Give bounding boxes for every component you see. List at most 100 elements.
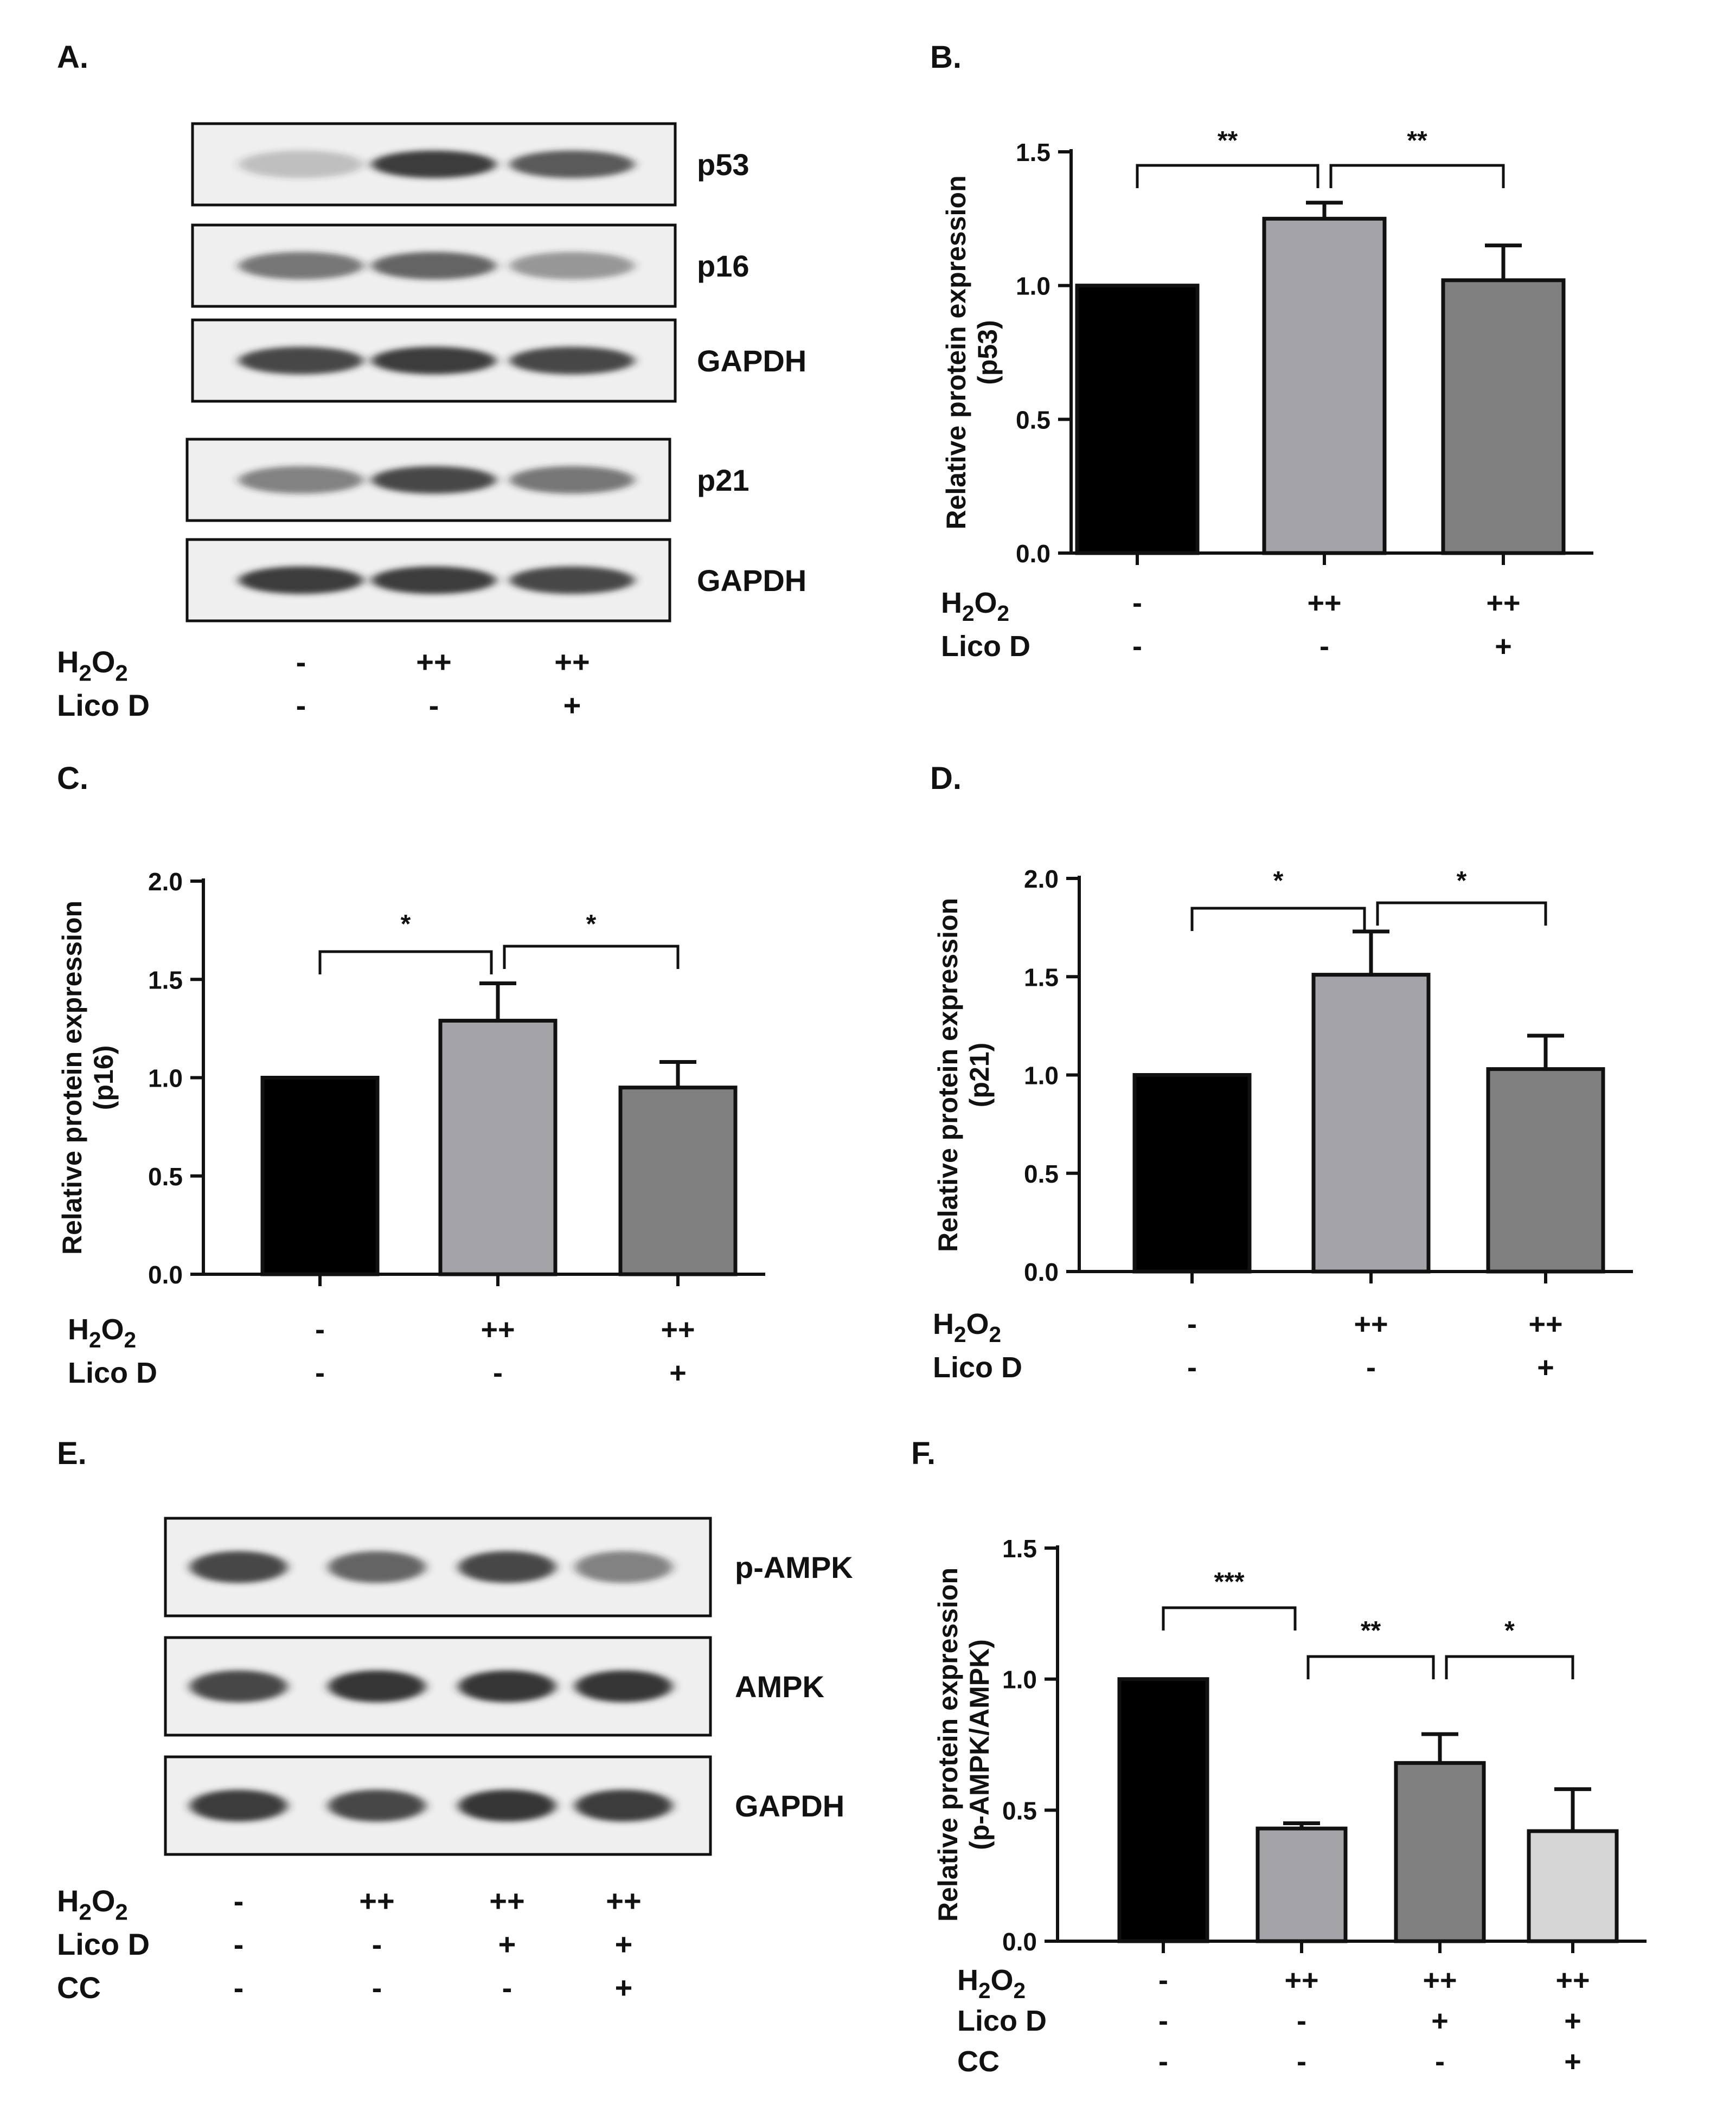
condition-sign: - — [1435, 2045, 1445, 2078]
h2o2-letter: H — [68, 1313, 89, 1346]
blot-label-gapdh: GAPDH — [697, 563, 806, 598]
condition-sign: ++ — [1354, 1308, 1388, 1340]
panel-label-E: E. — [57, 1436, 87, 1471]
bar-B-0 — [1075, 284, 1200, 555]
blot-band — [575, 1551, 672, 1583]
significance-bracket — [1376, 901, 1547, 926]
blot_E-cc-sign: - — [502, 1970, 513, 2005]
chart-C: 0.0 0.5 1.0 1.5 2.0 Relative protein expressi… — [57, 868, 765, 1389]
blot-band — [239, 150, 363, 178]
blot-band — [371, 466, 496, 494]
bar-F-3 — [1527, 1829, 1619, 1943]
significance-stars: *** — [1214, 1568, 1244, 1596]
blot-band — [575, 1670, 672, 1703]
y-axis-label-line1: Relative protein expression — [941, 175, 971, 529]
condition-sign: - — [1187, 1308, 1197, 1340]
condition-sign: ++ — [1486, 587, 1520, 619]
condition-sign: - — [1297, 2005, 1306, 2037]
condition-sign: + — [1431, 2005, 1449, 2037]
significance-bracket — [1445, 1655, 1574, 1679]
significance-bracket — [318, 950, 493, 974]
condition-sign: + — [1495, 630, 1512, 663]
error-bar-C-2 — [659, 1060, 696, 1088]
chart-C-h2o2-label: H2O2 — [68, 1313, 136, 1352]
y-tick-label: 0.5 — [148, 1163, 183, 1191]
blot_A-lico-sign: - — [296, 688, 306, 722]
y-tick-label: 2.0 — [148, 868, 183, 896]
y-axis-label-line1: Relative protein expression — [57, 901, 87, 1255]
y-tick-label: 0.5 — [1016, 406, 1050, 434]
condition-sign: - — [1158, 2045, 1168, 2078]
condition-sign: - — [1158, 1964, 1168, 1997]
blot-band — [328, 1551, 426, 1583]
blot-band — [510, 150, 635, 178]
blot-band — [190, 1670, 287, 1703]
blot-label-p16: p16 — [697, 249, 750, 283]
h2o2-letter: H — [957, 1964, 978, 1997]
blot_A-h2o2-sign: - — [296, 645, 306, 679]
h2o2-subscript: 2 — [79, 660, 91, 686]
bar-C-2 — [618, 1086, 738, 1276]
h2o2-letter: O — [92, 645, 116, 679]
y-tick-label: 0.5 — [1024, 1160, 1059, 1188]
significance-bracket — [1329, 164, 1505, 188]
h2o2-subscript: 2 — [1014, 1978, 1026, 2003]
condition-sign: - — [1158, 2005, 1168, 2037]
blot-strip-p21-3 — [185, 438, 671, 522]
condition-sign: ++ — [481, 1313, 515, 1346]
blot-band — [239, 466, 363, 494]
significance-stars: * — [1457, 866, 1467, 895]
h2o2-subscript: 2 — [954, 1322, 966, 1347]
bar-B-2 — [1441, 278, 1566, 555]
blot_E-lico-sign: - — [372, 1927, 382, 1961]
bar-F-2 — [1394, 1761, 1486, 1943]
error-bar-B-2 — [1485, 243, 1522, 280]
y-tick-label: 0.5 — [1002, 1796, 1037, 1825]
significance-bracket — [503, 945, 680, 969]
h2o2-letter: H — [933, 1308, 954, 1340]
blot-band — [575, 1789, 672, 1822]
blot-band — [371, 566, 496, 594]
panel-label-A: A. — [57, 40, 88, 75]
error-bar-D-1 — [1353, 929, 1389, 975]
condition-sign: ++ — [1528, 1308, 1562, 1340]
significance-bracket — [1306, 1655, 1435, 1679]
blot_A-h2o2-sign: ++ — [416, 645, 451, 679]
h2o2-subscript: 2 — [79, 1899, 91, 1925]
blot_E-lico-sign: + — [498, 1927, 516, 1961]
blot-strip-gapdh-2 — [191, 318, 677, 403]
h2o2-subscript: 2 — [89, 1327, 101, 1352]
y-axis-label: Relative protein expression(p16) — [57, 901, 119, 1255]
blot-band — [190, 1789, 287, 1822]
blot_E-cc-sign: + — [615, 1970, 633, 2005]
blot_E-h2o2-sign: ++ — [606, 1884, 641, 1918]
error-bar-F-2 — [1421, 1732, 1458, 1763]
blot-band — [328, 1670, 426, 1703]
h2o2-subscript: 2 — [997, 601, 1010, 626]
condition-sign: + — [1564, 2005, 1581, 2037]
y-tick-label: 1.5 — [1024, 963, 1059, 991]
chart-B-lico-label: Lico D — [941, 630, 1030, 663]
blot-label-gapdh: GAPDH — [735, 1789, 844, 1823]
y-tick-label: 2.0 — [1024, 865, 1059, 893]
blot-label-gapdh: GAPDH — [697, 344, 806, 378]
condition-sign: - — [1366, 1351, 1376, 1384]
blot-label-p21: p21 — [697, 463, 750, 497]
bar-C-1 — [438, 1018, 558, 1276]
h2o2-subscript: 2 — [978, 1978, 991, 2003]
blot-band — [371, 346, 496, 375]
bar-B-1 — [1262, 216, 1387, 555]
y-axis-label-line2: (p-AMPK/AMPK) — [964, 1639, 995, 1850]
y-tick-label: 1.5 — [1016, 138, 1050, 166]
y-tick-label: 0.0 — [1016, 540, 1050, 568]
blot-band — [328, 1789, 426, 1822]
blot-band — [510, 346, 635, 375]
y-axis-label: Relative protein expression(p21) — [933, 898, 995, 1252]
blot-strip-p-ampk-0 — [164, 1517, 712, 1617]
panel-label-C: C. — [57, 761, 88, 796]
blot-label-p-ampk: p-AMPK — [735, 1550, 853, 1584]
blot-strip-p53-0 — [191, 122, 677, 207]
y-tick-label: 0.0 — [1002, 1928, 1037, 1956]
chart-F-cc-label: CC — [957, 2045, 1000, 2078]
